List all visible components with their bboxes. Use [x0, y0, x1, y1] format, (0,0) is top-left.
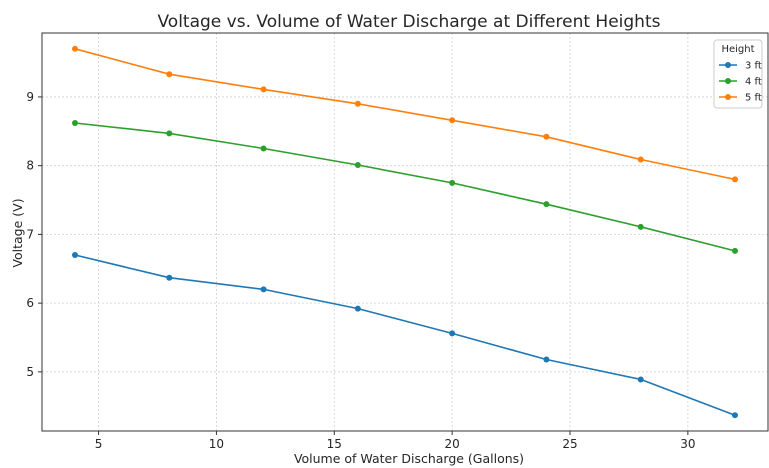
x-tick-label: 30 [680, 437, 695, 451]
x-tick-label: 5 [95, 437, 103, 451]
y-tick-label: 5 [26, 365, 34, 379]
data-point-4-ft [72, 120, 78, 127]
data-point-4-ft [543, 201, 550, 208]
data-point-3-ft [166, 274, 173, 281]
data-point-5-ft [260, 86, 267, 93]
legend-label-4-ft: 4 ft [745, 77, 762, 88]
data-point-4-ft [449, 179, 456, 186]
x-tick-label: 10 [209, 437, 224, 451]
x-tick-label: 20 [445, 437, 460, 451]
data-point-5-ft [637, 156, 644, 163]
y-tick-label: 6 [26, 296, 34, 310]
data-point-5-ft [449, 117, 456, 124]
legend-label-3-ft: 3 ft [745, 61, 762, 72]
x-axis: 5 10 15 20 25 30 [95, 431, 695, 451]
data-point-5-ft [732, 176, 738, 183]
y-axis-label: Voltage (V) [10, 198, 25, 267]
data-point-4-ft [637, 223, 644, 230]
data-point-3-ft [637, 376, 644, 383]
data-point-3-ft [732, 412, 738, 419]
data-point-5-ft [166, 71, 173, 78]
data-point-5-ft [543, 133, 550, 140]
x-tick-label: 25 [562, 437, 577, 451]
y-axis: 5 6 7 8 9 [26, 90, 42, 379]
series-3-ft [72, 252, 738, 419]
data-point-3-ft [354, 305, 361, 312]
data-point-4-ft [260, 145, 267, 152]
series-layer [72, 45, 738, 419]
x-axis-label: Volume of Water Discharge (Gallons) [294, 451, 524, 466]
y-tick-label: 9 [26, 90, 34, 104]
legend-marker-3-ft [725, 62, 731, 68]
legend: Height 3 ft 4 ft 5 ft [713, 39, 763, 109]
series-4-ft [72, 120, 738, 254]
data-point-4-ft [166, 130, 173, 137]
series-line-4-ft [74, 122, 736, 252]
legend-box [713, 39, 763, 109]
legend-marker-4-ft [725, 78, 731, 84]
data-point-5-ft [72, 45, 78, 52]
data-point-4-ft [732, 247, 738, 254]
data-point-4-ft [354, 161, 361, 168]
chart-title: Voltage vs. Volume of Water Discharge at… [158, 12, 661, 32]
plot-frame [41, 32, 769, 432]
y-tick-label: 7 [26, 227, 34, 241]
y-tick-label: 8 [26, 159, 34, 173]
legend-marker-5-ft [725, 94, 731, 100]
grid [42, 33, 768, 431]
legend-title: Height [721, 44, 754, 55]
series-5-ft [72, 45, 738, 183]
series-line-3-ft [74, 254, 736, 416]
data-point-3-ft [72, 252, 78, 259]
series-line-5-ft [74, 48, 736, 181]
data-point-3-ft [449, 330, 456, 337]
data-point-3-ft [543, 356, 550, 363]
legend-label-5-ft: 5 ft [745, 93, 762, 104]
data-point-3-ft [260, 286, 267, 293]
x-tick-label: 15 [327, 437, 342, 451]
data-point-5-ft [354, 100, 361, 107]
